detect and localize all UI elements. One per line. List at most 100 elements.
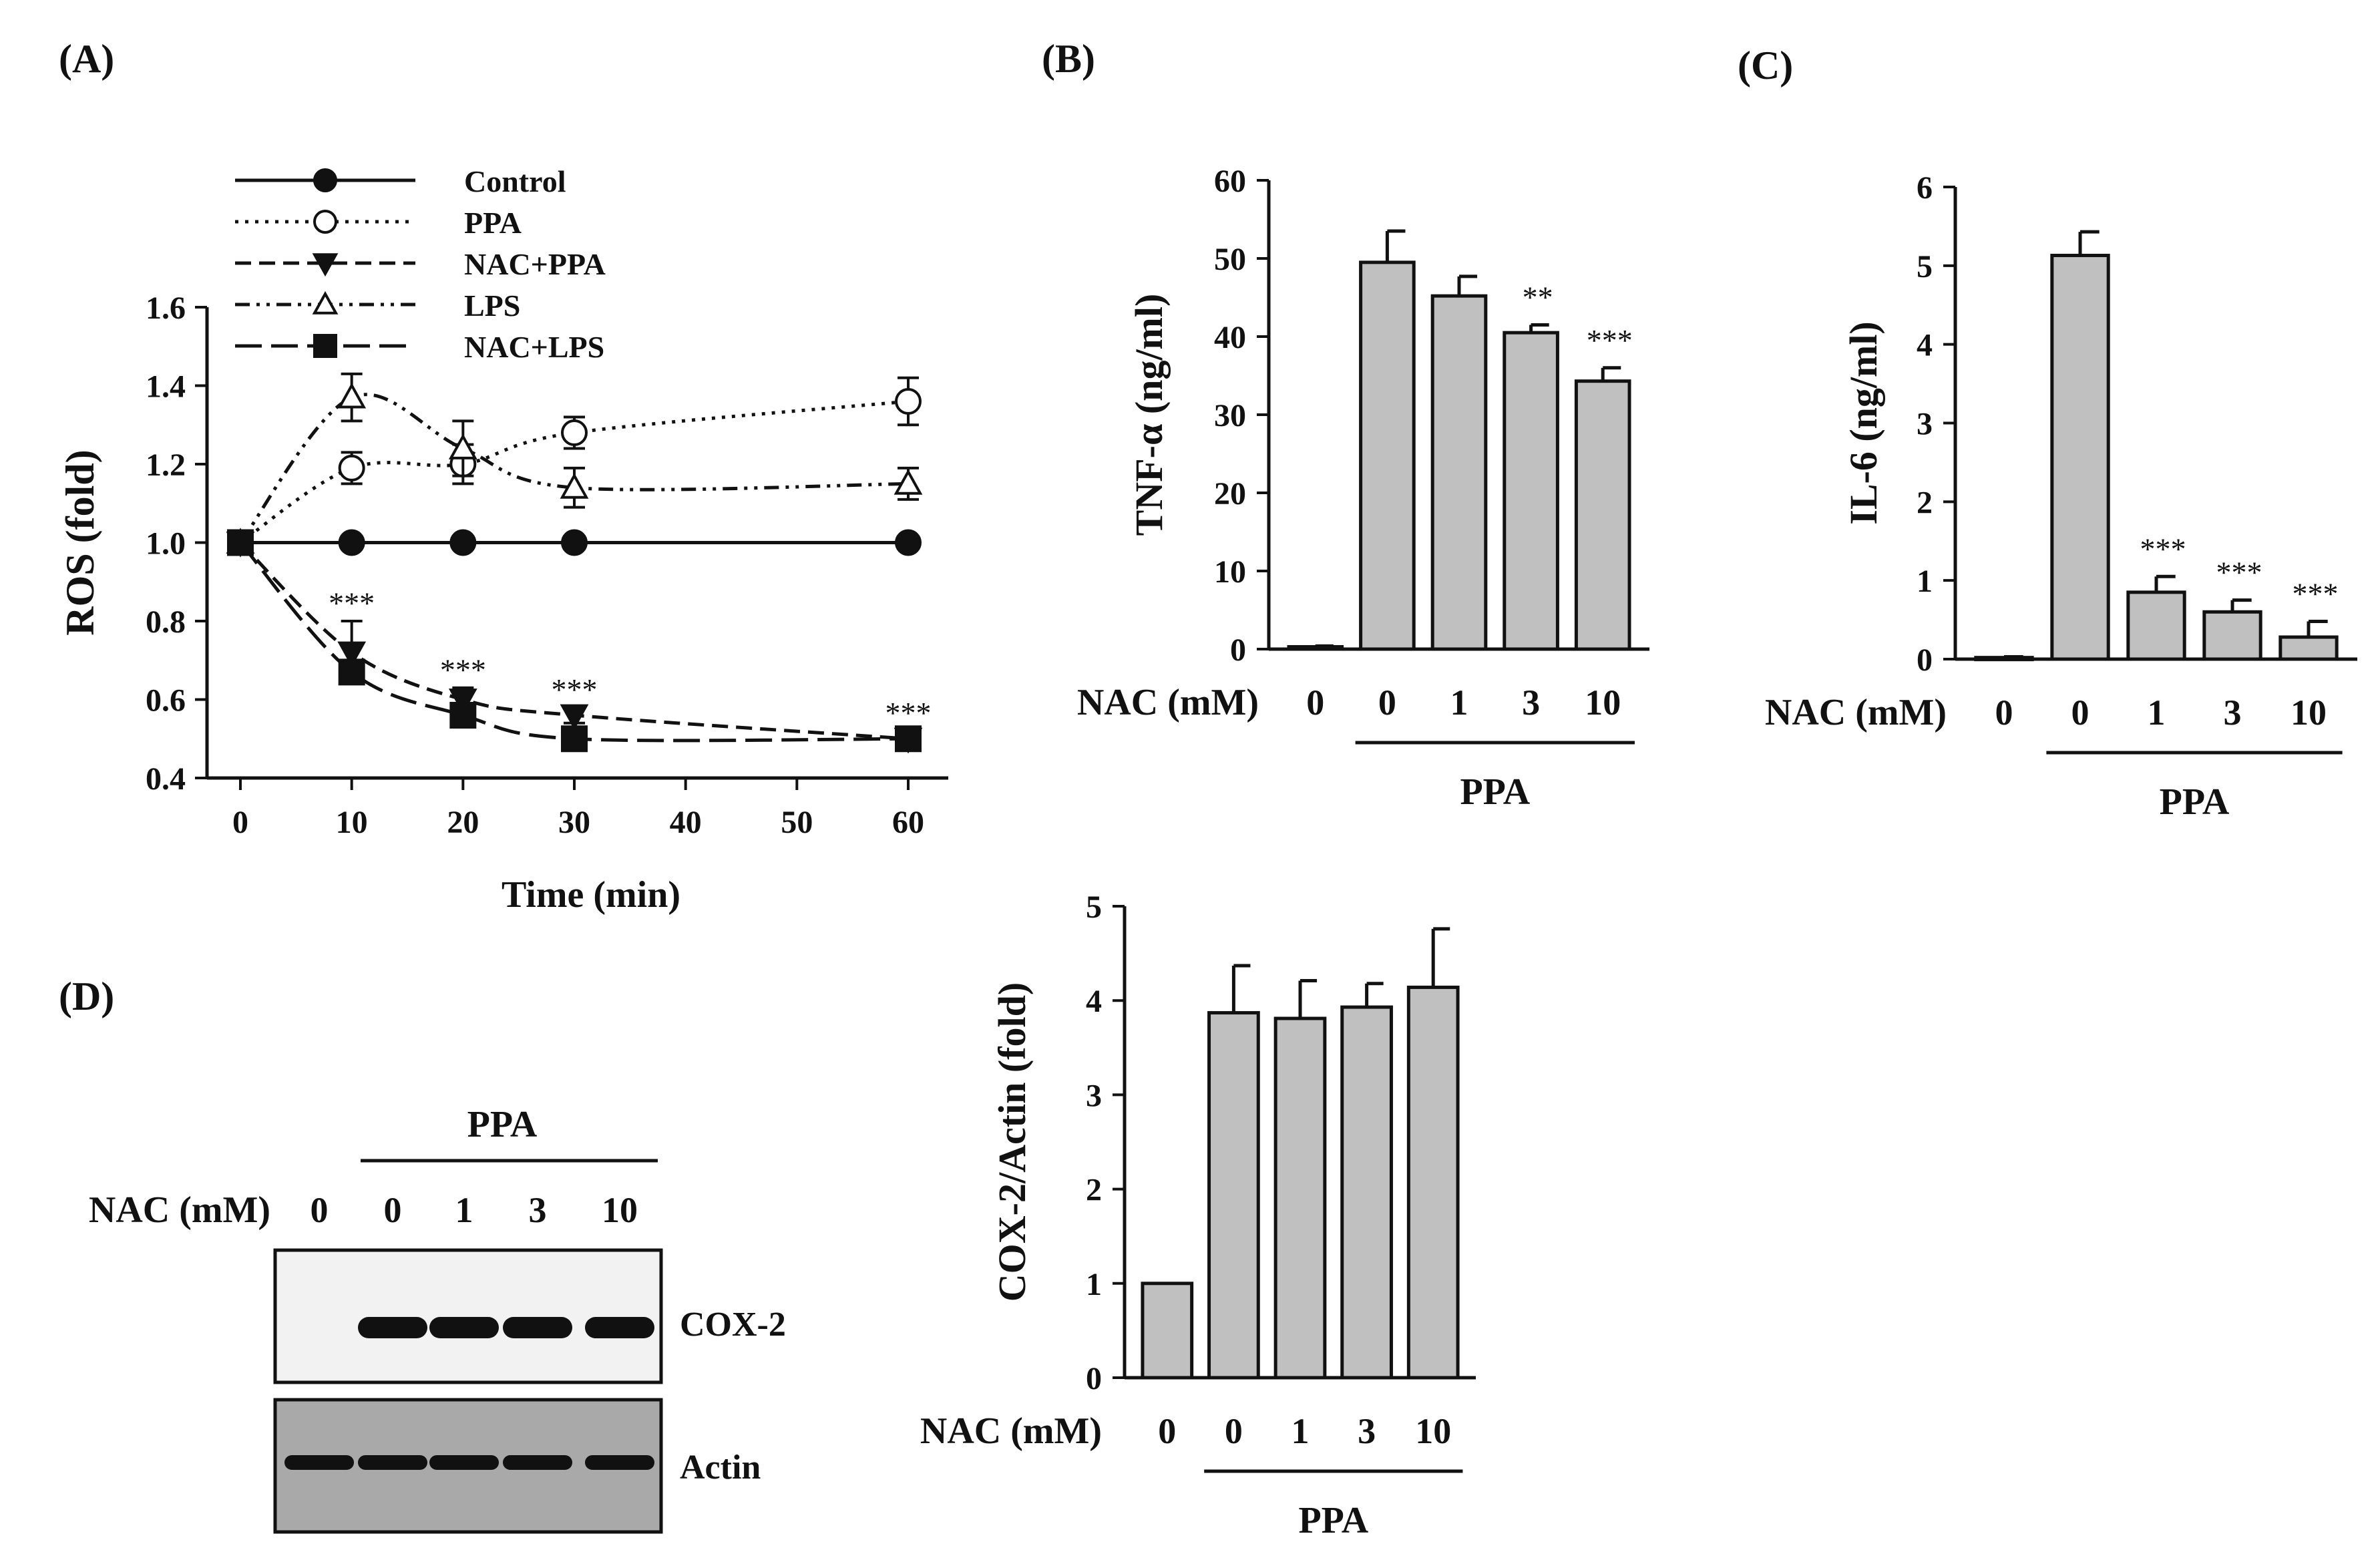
blot-band xyxy=(284,1455,354,1470)
y-tick-label: 0.6 xyxy=(146,683,186,719)
x-tick-label: 10 xyxy=(1415,1411,1451,1451)
legend-label: PPA xyxy=(464,206,522,240)
western-blot: PPA NAC (mM) 0 0 1 3 10 COX-2 Actin xyxy=(89,1104,786,1534)
data-point xyxy=(337,382,367,409)
x-tick-label: 0 xyxy=(232,805,248,840)
blot-band xyxy=(503,1317,572,1338)
legend-marker xyxy=(312,290,339,315)
legend-label: NAC+LPS xyxy=(464,330,604,364)
y-tick-label: 2 xyxy=(1917,485,1933,520)
bar xyxy=(1574,379,1631,651)
x-tick-label: 0 xyxy=(1378,683,1396,723)
y-tick-label: 4 xyxy=(1086,984,1102,1019)
x-tick-label: 3 xyxy=(1522,683,1540,723)
y-tick-label: 1.2 xyxy=(146,447,186,483)
significance-mark: *** xyxy=(2216,556,2262,590)
x-tick-label: 60 xyxy=(892,805,924,840)
x-tick-label: 20 xyxy=(447,805,479,840)
significance-mark: *** xyxy=(885,696,932,730)
data-point xyxy=(561,419,588,446)
blot-panel-cox-2 xyxy=(273,1248,663,1384)
blot-band xyxy=(585,1455,654,1470)
blot-lane-label: 1 xyxy=(455,1190,473,1230)
chart-c-il-6: 0 1 2 3 4 5 6 0 0 *** 1 *** 3 *** 10 NAC (mM) PPA IL-6 (n… xyxy=(1765,170,2357,823)
group-label: PPA xyxy=(2160,781,2230,823)
x-tick-label: 0 xyxy=(2071,693,2090,733)
data-point xyxy=(337,641,367,668)
significance-mark: *** xyxy=(2293,576,2339,610)
y-tick-label: 1.0 xyxy=(146,526,186,562)
x-tick-label: 3 xyxy=(1358,1411,1376,1451)
x-tick-label: 1 xyxy=(2148,693,2166,733)
blot-lane-label: 10 xyxy=(602,1190,638,1230)
legend-marker xyxy=(313,168,337,192)
data-point xyxy=(895,725,922,753)
y-tick-label: 50 xyxy=(1214,242,1246,277)
legend-marker xyxy=(313,210,337,234)
y-axis-title: IL-6 (ng/ml) xyxy=(1842,321,1885,525)
x-tick-label: 0 xyxy=(1158,1411,1176,1451)
series-line-ppa xyxy=(239,399,909,544)
legend-label: LPS xyxy=(464,288,520,323)
bar xyxy=(1359,260,1416,651)
bar xyxy=(1273,1016,1327,1380)
bar xyxy=(2202,610,2262,661)
series-line-lps xyxy=(239,393,909,544)
significance-mark: *** xyxy=(1587,323,1633,357)
x-tick-label: 30 xyxy=(558,805,590,840)
x-tick-label: 10 xyxy=(1585,683,1621,723)
bar xyxy=(1287,644,1344,651)
data-point xyxy=(448,689,477,715)
x-tick-label: 10 xyxy=(2291,693,2327,733)
y-tick-label: 10 xyxy=(1214,554,1246,590)
y-tick-label: 0 xyxy=(1230,632,1246,668)
data-point xyxy=(338,529,365,556)
blot-lane-label: 0 xyxy=(384,1190,402,1230)
bar xyxy=(1207,1011,1260,1380)
y-axis-title: ROS (fold) xyxy=(58,449,102,635)
bar xyxy=(2278,635,2339,661)
data-point xyxy=(338,454,365,481)
data-point xyxy=(227,529,254,556)
series-line-nac-lps xyxy=(239,541,909,743)
blot-band xyxy=(503,1455,572,1470)
blot-lane-label: 3 xyxy=(529,1190,547,1230)
legend-marker xyxy=(312,253,339,277)
bar xyxy=(1406,985,1460,1380)
data-point xyxy=(895,388,922,415)
data-point xyxy=(448,433,477,459)
y-tick-label: 0 xyxy=(1086,1361,1102,1396)
data-point xyxy=(449,702,477,729)
panel-label-b: (B) xyxy=(1042,37,1095,81)
group-label: PPA xyxy=(1298,1500,1368,1541)
bar xyxy=(1340,1005,1393,1380)
bar xyxy=(1141,1282,1194,1380)
bar xyxy=(1430,294,1488,651)
blot-band xyxy=(358,1317,427,1338)
y-tick-label: 5 xyxy=(1086,890,1102,925)
data-point xyxy=(560,473,589,499)
x-tick-label: 0 xyxy=(1306,683,1324,723)
x-tick-label: 10 xyxy=(336,805,368,840)
blot-band xyxy=(585,1317,654,1338)
y-tick-label: 2 xyxy=(1086,1173,1102,1208)
x-tick-label: 50 xyxy=(781,805,813,840)
bar xyxy=(2050,254,2110,661)
data-point xyxy=(894,469,923,495)
legend-marker xyxy=(313,334,337,358)
x-axis-title: Time (min) xyxy=(502,874,680,916)
chart-d-cox2-actin: 0 1 2 3 4 5 0 0 1 3 10 NAC (mM) PPA COX-2/Actin (fold… xyxy=(920,890,1476,1541)
series-line-nac-ppa xyxy=(239,541,909,741)
y-tick-label: 20 xyxy=(1214,476,1246,512)
y-tick-label: 3 xyxy=(1917,407,1933,442)
chart-a-ros-time-course: 0.4 0.6 0.8 1.0 1.2 1.4 1.6 0 10 20 30 40 50 60 Time (… xyxy=(58,164,948,916)
y-tick-label: 6 xyxy=(1917,170,1933,206)
y-tick-label: 4 xyxy=(1917,328,1933,363)
y-axis-title: TNF-α (ng/ml) xyxy=(1127,294,1171,536)
x-tick-label: 1 xyxy=(1450,683,1468,723)
y-tick-label: 0.4 xyxy=(146,761,186,797)
y-tick-label: 40 xyxy=(1214,320,1246,355)
bar xyxy=(1503,331,1559,651)
blot-band xyxy=(429,1317,499,1338)
data-point xyxy=(560,704,589,731)
